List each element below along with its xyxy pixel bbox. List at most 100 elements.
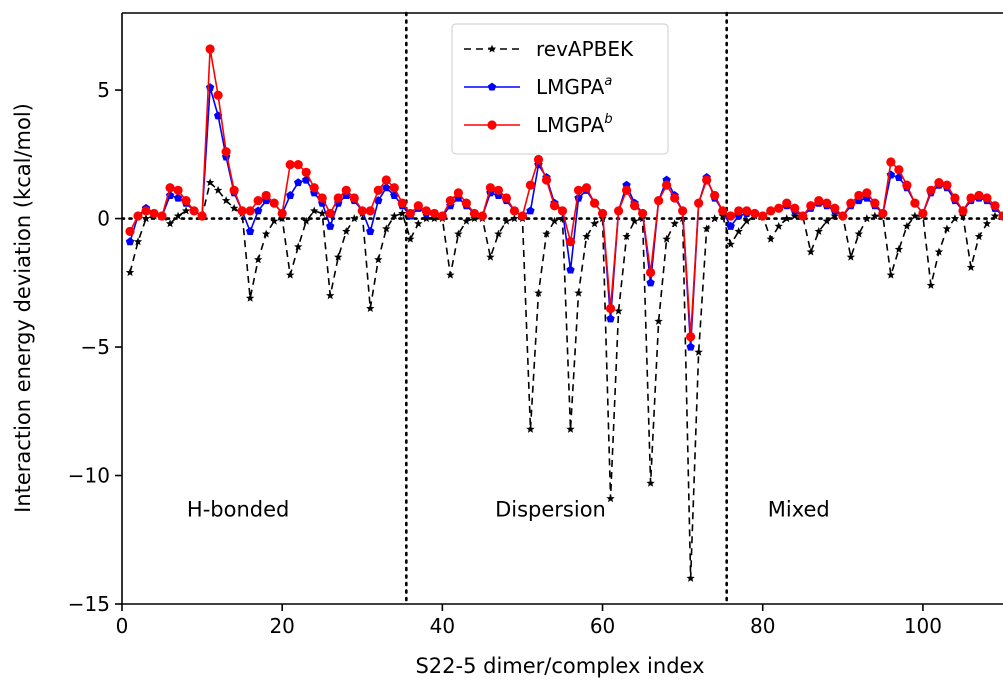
legend-box — [451, 23, 669, 155]
data-point — [453, 188, 463, 198]
data-point — [710, 190, 720, 201]
data-point — [654, 316, 663, 325]
data-point — [229, 185, 239, 195]
data-point — [517, 211, 528, 221]
data-point — [141, 206, 151, 216]
data-point — [293, 160, 303, 170]
data-point — [637, 208, 648, 219]
data-point — [750, 208, 760, 219]
data-point — [141, 214, 151, 223]
data-point — [958, 211, 968, 220]
y-tick-label: −15 — [68, 592, 110, 616]
data-point — [157, 211, 167, 221]
data-point — [533, 154, 544, 165]
data-point — [349, 193, 359, 203]
data-point — [622, 232, 631, 241]
x-axis-title: S22-5 dimer/complex index — [415, 654, 704, 678]
data-point — [494, 229, 503, 238]
data-point — [998, 211, 1003, 221]
data-point — [718, 206, 728, 216]
data-point — [934, 177, 944, 188]
y-tick-label: 5 — [97, 78, 110, 102]
data-point — [886, 157, 896, 167]
data-point — [766, 234, 775, 243]
data-point — [870, 211, 880, 220]
data-point — [413, 201, 423, 211]
data-point — [294, 178, 303, 187]
data-point — [213, 185, 223, 194]
legend-item: LMGPAb — [464, 112, 613, 137]
y-tick-label: 0 — [97, 207, 110, 231]
data-point — [614, 306, 623, 315]
data-point — [854, 190, 864, 201]
data-point — [181, 206, 191, 215]
series-line — [129, 181, 1003, 580]
data-point — [766, 206, 776, 216]
data-point — [397, 198, 407, 208]
data-point — [774, 203, 784, 213]
data-point — [710, 214, 719, 223]
data-point — [534, 288, 543, 297]
data-point — [526, 206, 535, 215]
data-point — [606, 314, 615, 323]
data-point — [694, 347, 703, 356]
data-point — [277, 208, 287, 219]
data-point — [990, 201, 1000, 211]
data-point — [782, 214, 791, 223]
legend-item: revAPBEK — [464, 37, 634, 61]
data-point — [405, 208, 415, 219]
legend-label: LMGPAa — [536, 74, 612, 99]
data-point — [493, 185, 504, 195]
data-point — [173, 193, 183, 202]
data-point — [221, 196, 231, 205]
data-point — [261, 229, 271, 238]
data-point — [310, 206, 319, 215]
data-point — [822, 198, 832, 208]
data-point — [366, 304, 375, 313]
data-point — [557, 206, 568, 216]
data-point — [670, 219, 679, 228]
data-point — [774, 221, 783, 230]
data-point — [806, 201, 816, 211]
data-point — [894, 245, 904, 253]
data-point — [333, 193, 343, 203]
data-point — [982, 219, 992, 228]
data-point — [317, 193, 327, 203]
data-point — [974, 190, 984, 201]
data-point — [830, 203, 840, 213]
data-point — [462, 216, 471, 225]
data-point — [670, 193, 680, 203]
data-point — [726, 239, 735, 248]
data-point — [221, 147, 231, 157]
data-point — [382, 224, 391, 233]
data-point — [414, 219, 423, 228]
data-point — [382, 183, 391, 192]
data-point — [422, 214, 431, 223]
data-point — [742, 206, 752, 216]
data-point — [525, 180, 536, 190]
data-point — [374, 196, 383, 205]
data-point — [342, 227, 351, 235]
data-point — [437, 211, 447, 221]
data-point — [806, 247, 815, 256]
x-tick-label: 60 — [590, 614, 615, 638]
data-point — [373, 185, 383, 195]
data-point — [621, 185, 632, 195]
data-point — [485, 183, 496, 193]
data-point — [189, 206, 199, 216]
data-point — [325, 208, 335, 219]
data-point — [910, 211, 920, 220]
data-point — [814, 227, 823, 235]
data-point — [173, 211, 183, 220]
data-point — [862, 188, 872, 198]
data-point — [629, 201, 640, 211]
data-point — [245, 227, 255, 235]
data-point — [269, 198, 279, 208]
data-point — [326, 291, 335, 300]
legend-marker — [487, 44, 497, 53]
data-point — [269, 216, 279, 225]
data-point — [966, 193, 976, 203]
data-point — [149, 208, 159, 219]
data-point — [541, 175, 552, 185]
data-point — [742, 216, 751, 225]
